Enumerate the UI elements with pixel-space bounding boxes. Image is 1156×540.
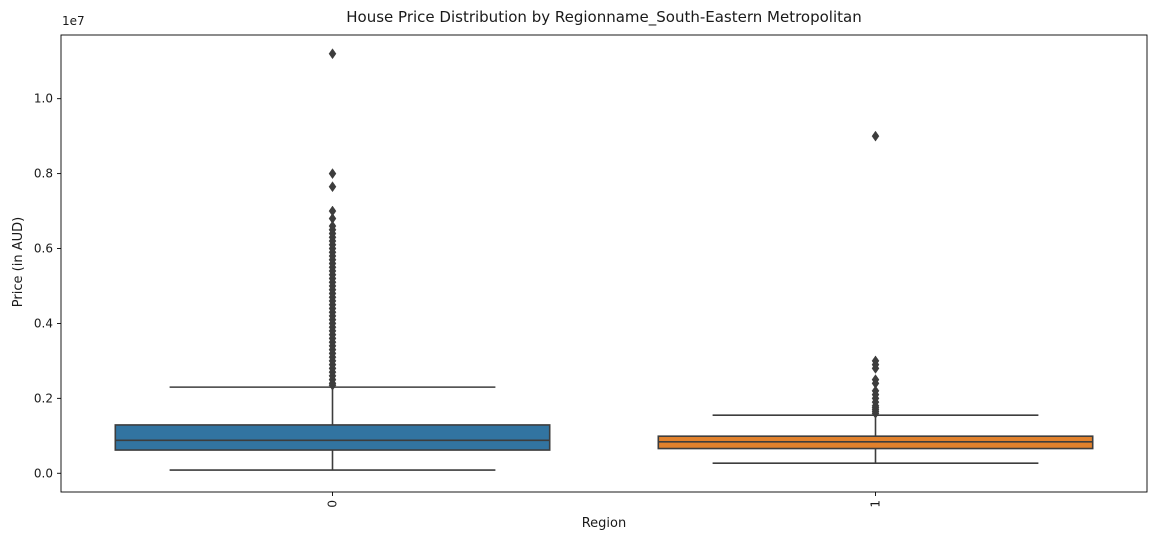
box-iqr [114,424,551,451]
outlier-point [871,130,880,142]
y-tick-label: 1.0 [34,92,53,106]
y-tick-label: 0.2 [34,391,53,405]
plot-area: 0.0 0.2 0.4 0.6 0.8 1.0 0 1 [34,34,1148,508]
axes-frame [60,34,1148,493]
y-scale-offset-label: 1e7 [62,14,85,28]
y-tick-label: 0.0 [34,466,53,480]
x-tick-label: 0 [326,500,340,508]
x-tick-label: 1 [869,500,883,508]
outlier-point [871,407,880,419]
y-axis-title: Price (in AUD) [11,217,26,307]
y-tick-label: 0.8 [34,167,53,181]
x-axis-title: Region [582,516,627,531]
outlier-point [328,181,337,193]
outlier-point [871,362,880,374]
outlier-point [328,48,337,60]
y-tick-label: 0.4 [34,316,53,330]
y-tick-label: 0.6 [34,242,53,256]
chart-title: House Price Distribution by Regionname_S… [346,8,861,27]
outlier-point [328,168,337,180]
outlier-point [328,379,337,391]
